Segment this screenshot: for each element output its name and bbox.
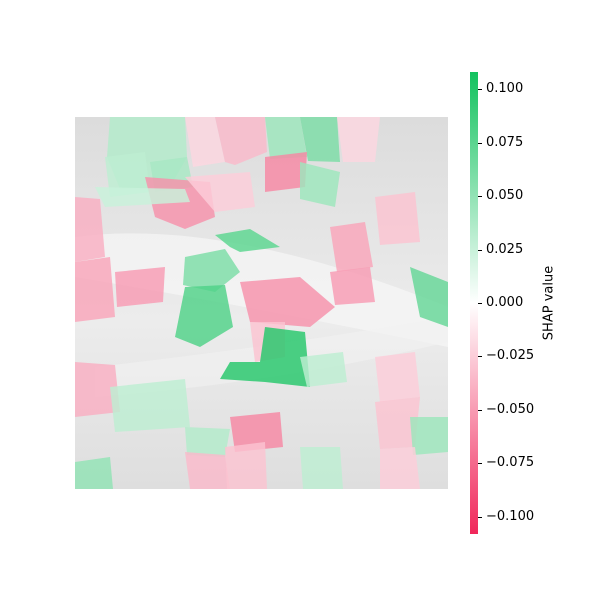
colorbar-tick	[478, 142, 482, 144]
seg-bottom-pink-2	[225, 442, 267, 489]
shap-heatmap-svg	[75, 117, 448, 489]
seg-top-right-green-2	[300, 117, 340, 162]
seg-center-green-lower	[175, 285, 233, 347]
colorbar-gradient	[470, 72, 478, 534]
seg-upper-left-light-green	[105, 152, 150, 197]
colorbar-tick	[478, 516, 482, 518]
colorbar-tick-label: −0.050	[486, 401, 535, 417]
seg-right-pink-lower	[375, 352, 420, 402]
colorbar-tick	[478, 89, 482, 91]
colorbar-tick	[478, 356, 482, 358]
colorbar-tick-label: 0.025	[486, 241, 524, 257]
seg-left-pink-lower	[75, 362, 120, 417]
colorbar-label: SHAP value	[541, 265, 557, 341]
seg-upper-mid-pink	[185, 172, 255, 212]
seg-bottom-left-green	[75, 457, 113, 489]
seg-left-pink-mid	[75, 257, 115, 322]
seg-right-green-edge	[410, 267, 448, 327]
shap-heatmap	[75, 117, 448, 489]
seg-center-pink-1	[115, 267, 165, 307]
seg-green-top-right-small	[300, 162, 340, 207]
seg-center-pink-2	[240, 277, 335, 327]
seg-bottom-right-pink	[380, 447, 420, 489]
colorbar-tick	[478, 249, 482, 251]
seg-lower-center-pink	[230, 412, 283, 452]
colorbar-tick-label: 0.050	[486, 188, 524, 204]
colorbar-tick	[478, 196, 482, 198]
seg-right-pink-mid	[330, 267, 375, 305]
seg-center-light-green-lower	[300, 352, 347, 387]
colorbar-tick-label: −0.100	[486, 508, 535, 524]
seg-top-pink-2	[215, 117, 267, 165]
seg-center-green-strongest	[220, 327, 310, 387]
colorbar-tick	[478, 409, 482, 411]
seg-center-green-mid	[183, 249, 240, 292]
colorbar-tick-label: 0.000	[486, 295, 524, 310]
seg-far-right-pink	[375, 192, 420, 245]
seg-hot-pink-top	[265, 152, 307, 192]
colorbar	[470, 72, 478, 534]
colorbar-tick-label: 0.100	[486, 81, 524, 97]
colorbar-tick	[478, 303, 482, 304]
seg-upper-right-pink	[337, 117, 380, 162]
seg-center-green-upper	[215, 229, 280, 252]
seg-bottom-light-green	[300, 447, 343, 489]
seg-lower-right-green	[410, 417, 448, 455]
seg-right-pink-upper	[330, 222, 373, 272]
seg-lower-center-light-green	[185, 427, 230, 457]
seg-bottom-pink-1	[185, 452, 230, 489]
colorbar-tick-label: −0.025	[486, 348, 535, 364]
colorbar-tick-label: 0.075	[486, 134, 524, 150]
segments-layer	[75, 117, 448, 489]
seg-left-pink-strip	[75, 197, 105, 262]
colorbar-tick-label: −0.075	[486, 455, 535, 471]
seg-top-right-green-1	[265, 117, 307, 159]
seg-left-light-green-lower	[110, 379, 190, 432]
seg-lower-right-pink	[375, 397, 420, 449]
colorbar-tick	[478, 463, 482, 465]
seg-top-pink-1	[185, 117, 225, 167]
seg-upper-center-light-green	[95, 187, 190, 207]
